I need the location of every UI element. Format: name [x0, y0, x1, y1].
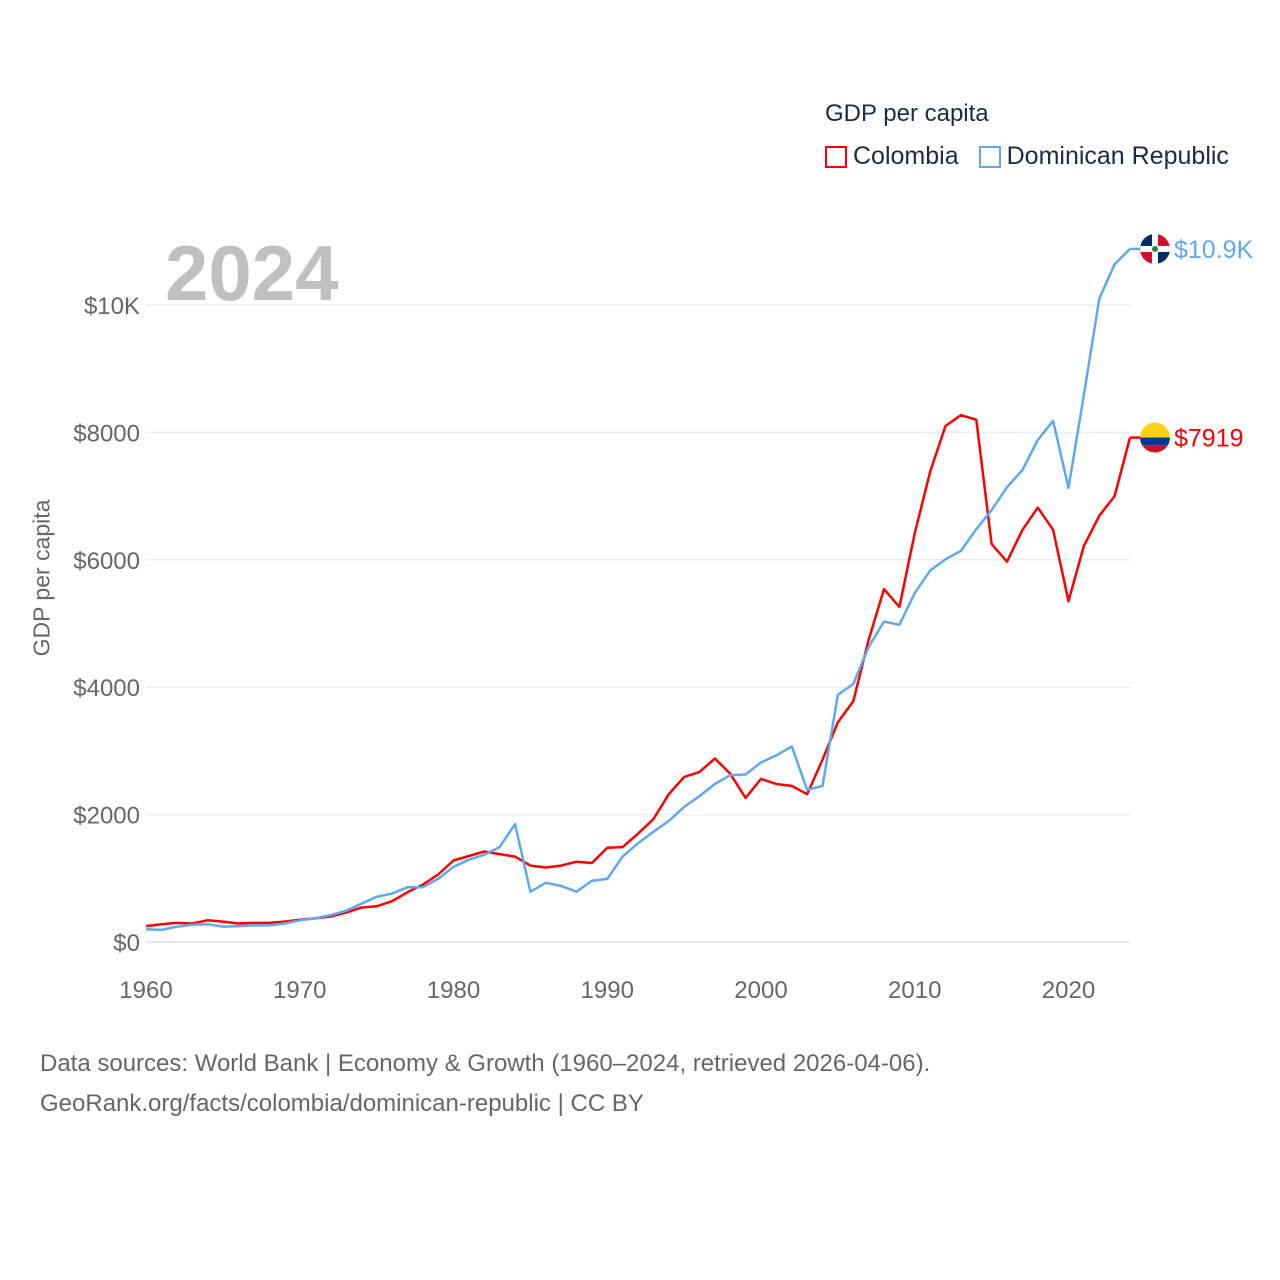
series-line-dominican-republic — [145, 248, 1131, 932]
x-tick-label: 2010 — [888, 977, 941, 1004]
x-tick-label: 2020 — [1042, 977, 1095, 1004]
source-link[interactable]: GeoRank.org/facts/colombia/dominican-rep… — [40, 1090, 644, 1117]
legend-swatch-dominican-republic — [978, 145, 1001, 168]
legend: Colombia Dominican Republic — [825, 142, 1229, 171]
data-sources: Data sources: World Bank | Economy & Gro… — [40, 1050, 931, 1077]
colombia-flag-icon — [1140, 422, 1170, 453]
y-tick-label: $2000 — [73, 803, 140, 830]
footer: Data sources: World Bank | Economy & Gro… — [40, 1044, 930, 1124]
series-line-colombia — [145, 413, 1132, 928]
year-label: 2024 — [165, 229, 339, 317]
y-tick-label: $0 — [113, 930, 140, 957]
x-tick-label: 1960 — [119, 977, 172, 1004]
legend-title: GDP per capita — [825, 100, 989, 127]
x-tick-label: 1990 — [581, 977, 634, 1004]
y-axis-label: GDP per capita — [28, 499, 55, 657]
legend-item-dominican-republic[interactable]: Dominican Republic — [978, 142, 1229, 171]
end-value-label: $7919 — [1174, 425, 1244, 453]
dominican-republic-flag-icon — [1140, 233, 1170, 264]
y-tick-label: $4000 — [73, 675, 140, 702]
end-value-label: $10.9K — [1174, 236, 1254, 264]
y-tick-label: $6000 — [73, 548, 140, 575]
x-tick-label: 2000 — [734, 977, 787, 1004]
y-tick-label: $10K — [84, 293, 140, 320]
legend-label: Colombia — [853, 142, 959, 170]
legend-label: Dominican Republic — [1006, 142, 1229, 170]
legend-item-colombia[interactable]: Colombia — [825, 142, 959, 171]
y-tick-label: $8000 — [73, 420, 140, 447]
legend-swatch-colombia — [825, 145, 847, 168]
x-tick-label: 1980 — [427, 977, 480, 1004]
x-tick-label: 1970 — [273, 977, 326, 1004]
